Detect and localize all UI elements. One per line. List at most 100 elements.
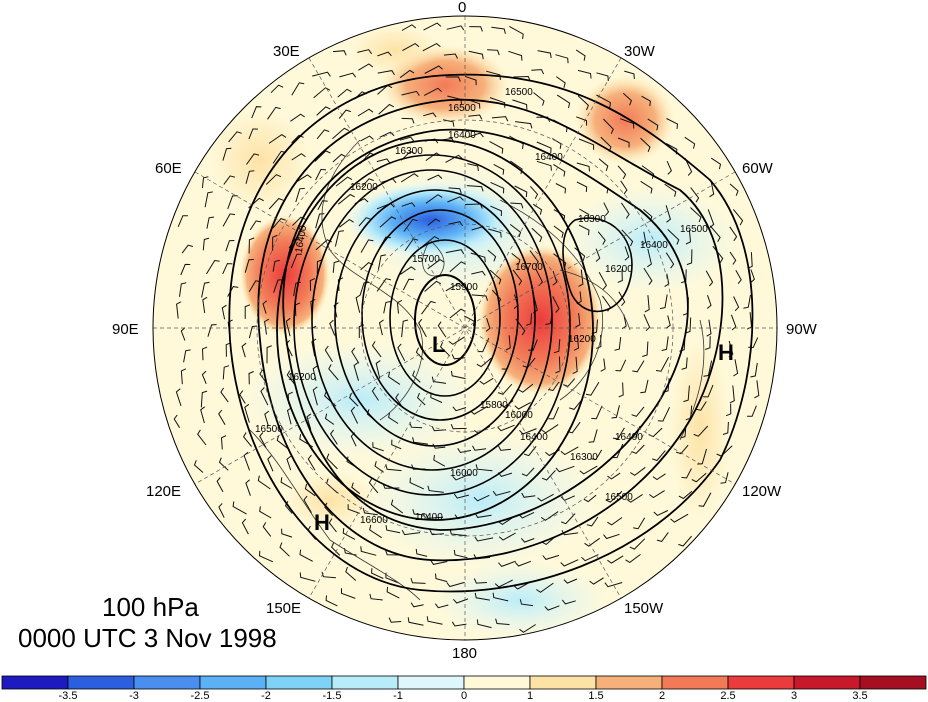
wind-barb: [316, 129, 330, 140]
wind-barb: [360, 546, 377, 556]
wind-barb: [249, 220, 262, 231]
wind-barb: [218, 409, 226, 426]
high-pressure-marker: H: [314, 510, 330, 535]
wind-barb: [453, 598, 469, 604]
contour-label: 16400: [615, 432, 643, 443]
wind-barb: [709, 181, 715, 198]
wind-barb: [357, 49, 373, 55]
contour-label: 16600: [360, 515, 388, 526]
wind-barb: [423, 112, 437, 118]
wind-barb: [470, 252, 486, 263]
wind-barb: [576, 162, 590, 172]
wind-barb: [611, 405, 620, 419]
wind-barb: [624, 70, 635, 79]
wind-barb: [279, 542, 290, 557]
wind-barb: [401, 90, 420, 96]
wind-barb: [670, 513, 689, 523]
wind-barb: [316, 106, 331, 116]
wind-barb: [605, 490, 623, 503]
wind-barb: [597, 231, 606, 245]
wind-barb: [225, 342, 231, 357]
colorbar-tick-label: -2: [261, 690, 271, 702]
wind-barb: [177, 215, 188, 227]
lon-label-60e: 60E: [155, 160, 182, 177]
wind-barb: [578, 269, 584, 287]
wind-barb: [505, 335, 511, 351]
wind-barb: [452, 406, 467, 412]
colorbar-swatch: [133, 675, 201, 690]
colorbar-swatch: [463, 675, 531, 690]
wind-barb: [415, 548, 428, 557]
wind-barb: [270, 84, 284, 94]
wind-barb: [583, 494, 597, 503]
wind-barb: [386, 586, 400, 599]
wind-barb: [402, 278, 414, 291]
wind-barb: [388, 412, 399, 424]
wind-barb: [471, 270, 486, 276]
wind-barb: [640, 180, 653, 194]
wind-barb: [358, 217, 372, 227]
contour-label: 15700: [412, 254, 440, 265]
colorbar-tick-label: -1.5: [323, 690, 342, 702]
wind-barb: [666, 160, 672, 175]
wind-barb: [248, 237, 255, 254]
contour-label: 16400: [520, 432, 548, 443]
wind-barb: [586, 516, 599, 527]
wind-barb: [750, 269, 755, 283]
wind-barb: [374, 461, 384, 473]
wind-barb: [693, 425, 709, 437]
wind-barb: [468, 132, 484, 138]
wind-barb: [259, 506, 272, 519]
wind-barb: [315, 213, 325, 229]
wind-barb: [245, 479, 251, 496]
wind-barb: [345, 566, 357, 581]
wind-barb: [730, 314, 737, 331]
wind-barb: [629, 538, 646, 550]
wind-barb: [401, 529, 421, 536]
wind-barb: [447, 196, 464, 203]
wind-barb: [569, 400, 582, 410]
wind-barb: [339, 72, 357, 78]
wind-barb: [491, 116, 509, 122]
wind-barb: [351, 482, 361, 495]
lon-label-180: 180: [452, 645, 477, 662]
wind-barb: [489, 140, 504, 154]
wind-barb: [449, 261, 466, 273]
wind-barb: [400, 150, 416, 161]
wind-barb: [401, 319, 409, 338]
wind-barb: [625, 553, 641, 564]
wind-barb: [264, 410, 270, 427]
wind-barb: [218, 457, 229, 471]
wind-barb: [183, 349, 191, 363]
lon-label-30e: 30E: [273, 43, 300, 60]
low-pressure-marker: L: [432, 332, 445, 357]
wind-barb: [513, 581, 532, 590]
wind-barb: [312, 71, 331, 77]
wind-barb: [314, 150, 331, 162]
wind-barb: [584, 537, 600, 547]
colorbar-tick-label: 2.5: [720, 690, 735, 702]
wind-barb: [262, 522, 272, 537]
wind-barb: [588, 429, 598, 443]
wind-barb: [361, 178, 374, 188]
wind-barb: [377, 51, 392, 57]
wind-barb: [466, 185, 484, 192]
wind-barb: [487, 249, 497, 262]
colorbar-tick-label: -3: [129, 690, 139, 702]
wind-barb: [641, 231, 647, 246]
lon-label-90w: 90W: [786, 321, 818, 338]
colorbar-swatch: [67, 675, 135, 690]
wind-barb: [341, 588, 356, 599]
contour-label: 15900: [450, 282, 478, 293]
wind-barb: [477, 337, 490, 353]
wind-barb: [519, 599, 533, 607]
wind-barb: [295, 187, 305, 203]
wind-barb: [400, 173, 419, 183]
wind-barb: [437, 321, 447, 338]
wind-barb: [267, 455, 274, 472]
wind-barb: [720, 472, 729, 484]
wind-barb: [268, 197, 284, 210]
wind-barb: [181, 244, 194, 254]
wind-barb: [202, 237, 210, 251]
wind-barb: [248, 371, 254, 385]
